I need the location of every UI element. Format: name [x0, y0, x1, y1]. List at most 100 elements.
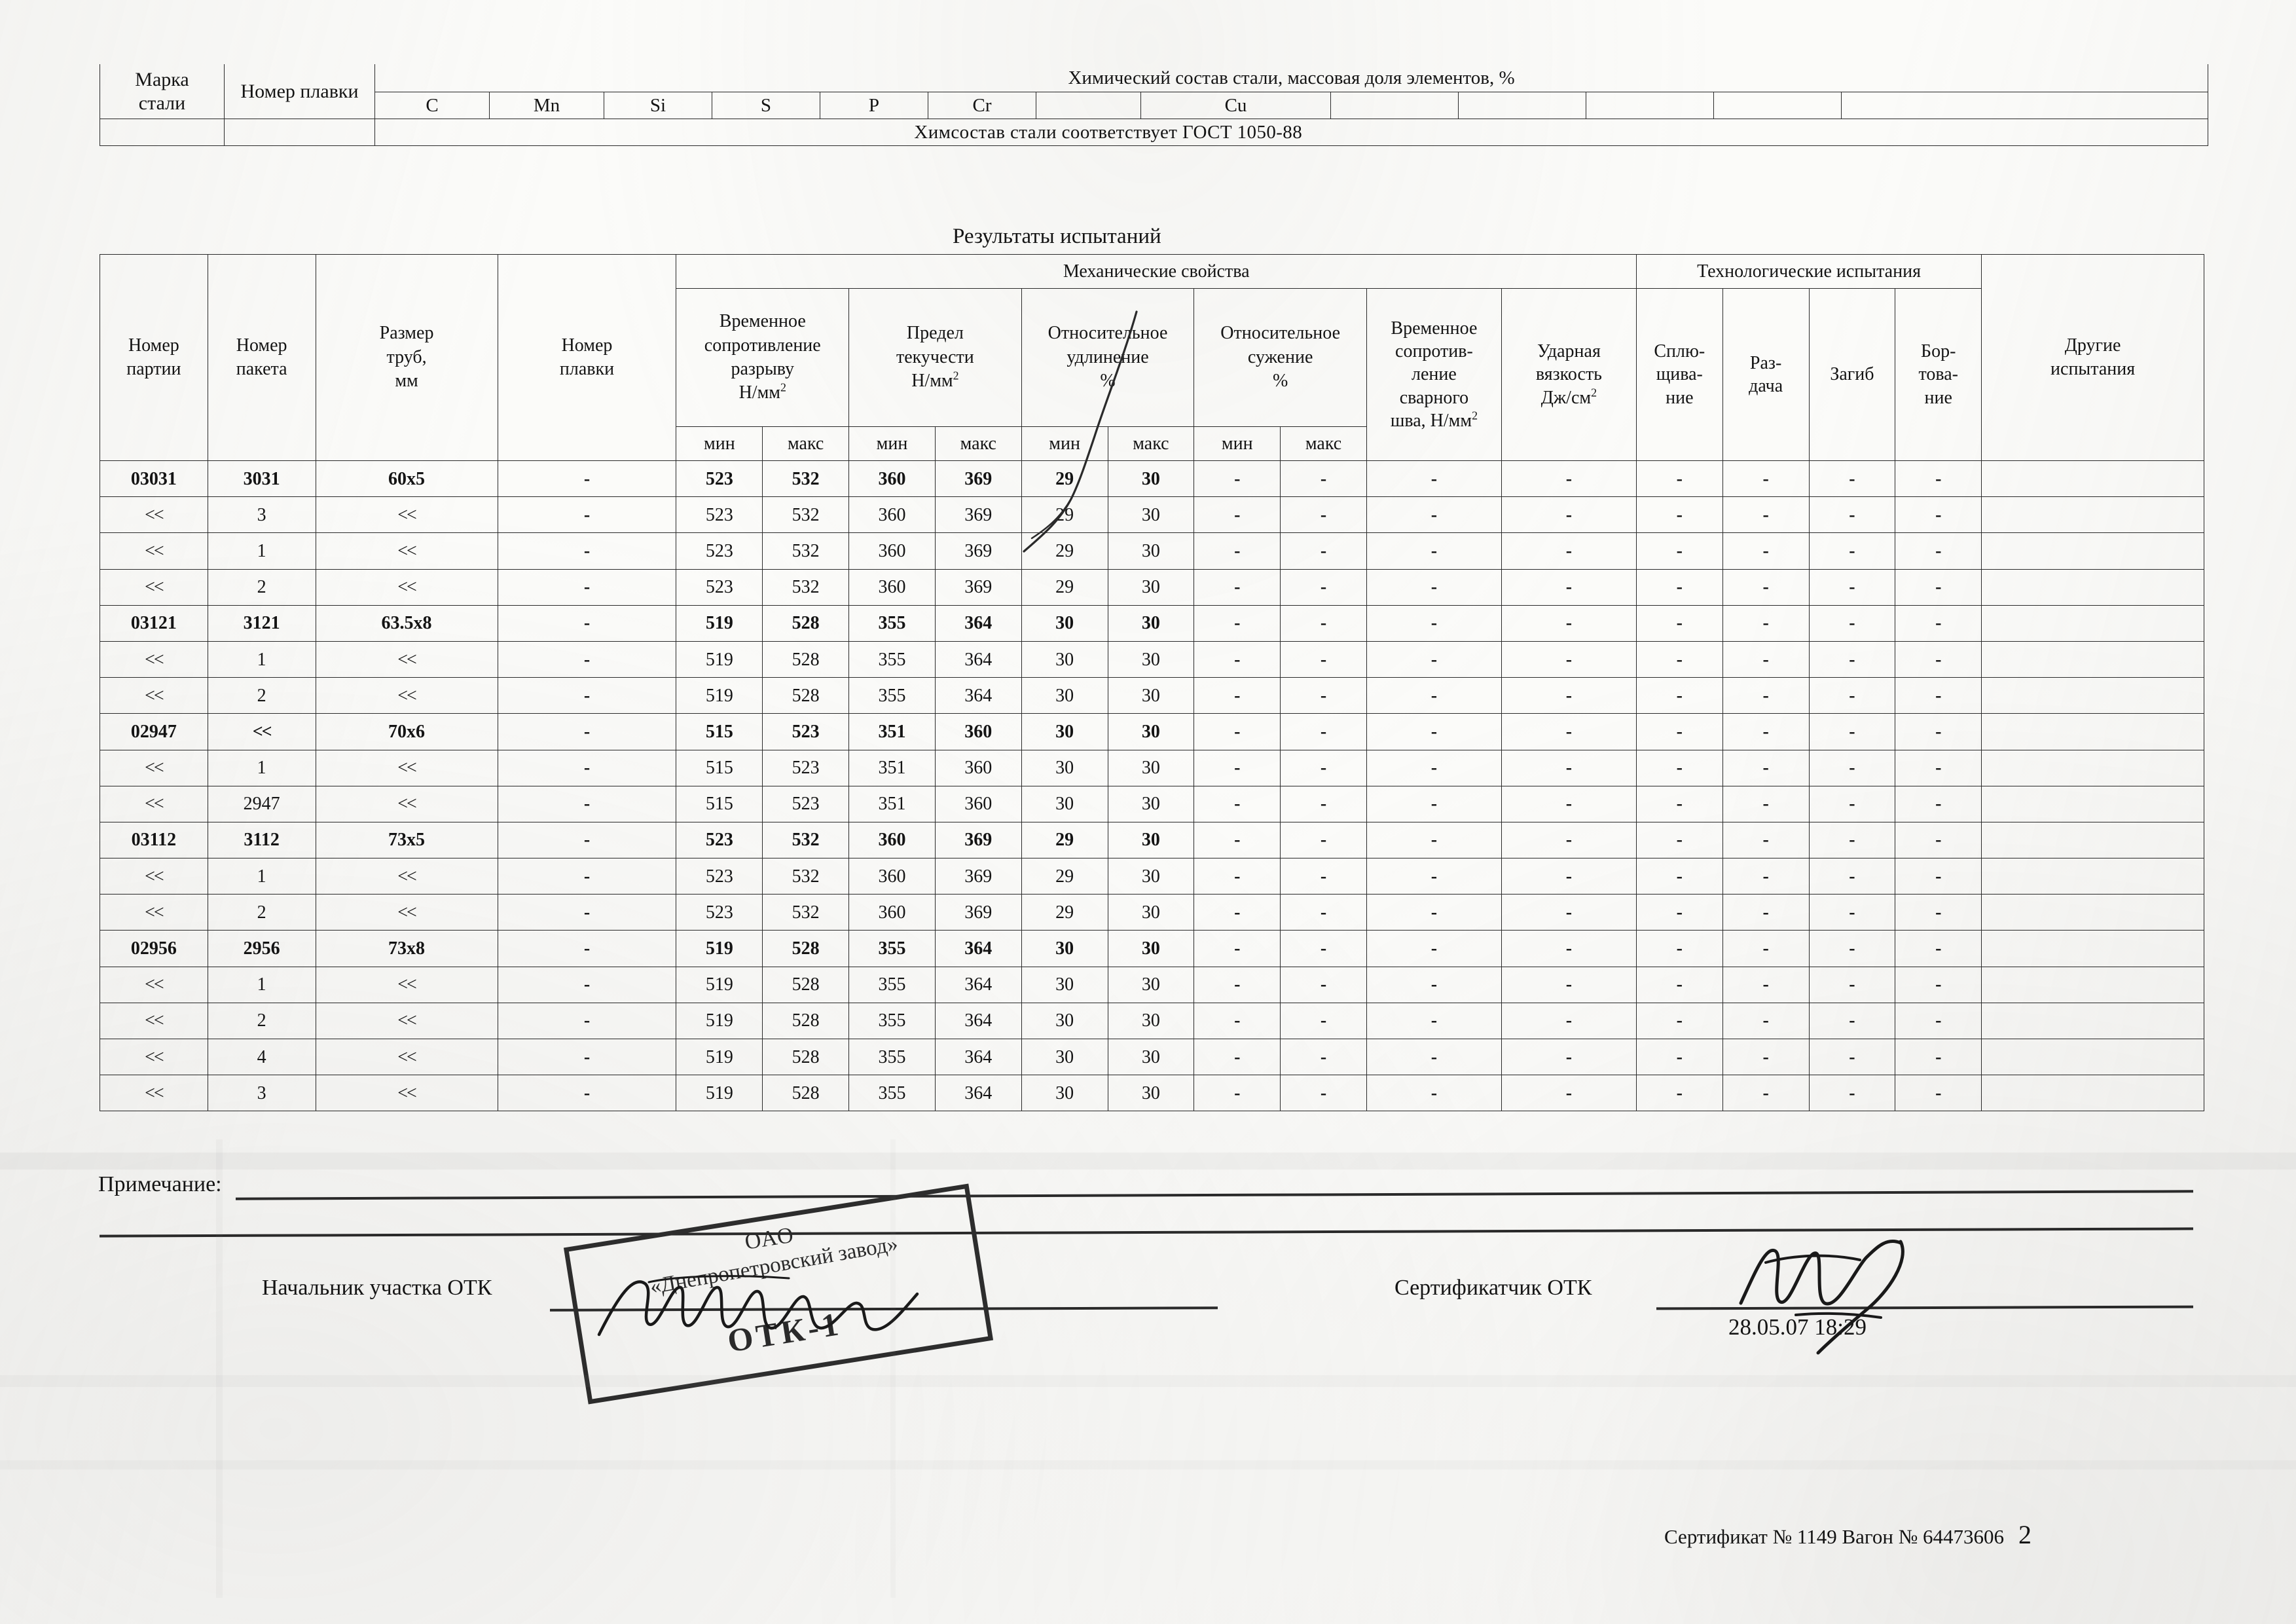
col-pipe-size: Размер труб, мм: [315, 254, 498, 461]
col-flattening-l1: Сплю-: [1654, 341, 1705, 362]
cell-elongation-max: 30: [1107, 677, 1195, 714]
cell-yield-max: 364: [934, 930, 1022, 967]
col-tensile-l1: Временное: [719, 311, 806, 332]
cell-package-number: 1: [207, 532, 316, 570]
cell-impact-toughness: -: [1501, 749, 1637, 786]
cell-flanging: -: [1895, 966, 1982, 1003]
cell-expansion: -: [1722, 858, 1810, 895]
cell-tensile-min: 519: [676, 640, 763, 678]
cell-weld-tensile: -: [1366, 749, 1502, 786]
table-row: << 1 << -523 532 360 369 29 30- - - - - - - -: [100, 858, 2204, 895]
cell-flattening: -: [1635, 640, 1723, 678]
cell-pipe-size: <<: [315, 858, 498, 895]
cell-pipe-size: <<: [315, 749, 498, 786]
cell-other-tests: [1981, 785, 2204, 822]
cell-party-number: <<: [100, 1002, 208, 1040]
cell-pipe-size: 73x5: [315, 821, 498, 859]
chem-el-cr: Cr: [928, 92, 1036, 119]
cell-impact-toughness: -: [1501, 460, 1637, 498]
cell-flanging: -: [1895, 532, 1982, 570]
chem-el-blank-3: [1458, 92, 1586, 119]
cell-pipe-size: <<: [315, 1002, 498, 1040]
cell-heat-number: -: [497, 749, 677, 786]
cell-flattening: -: [1635, 821, 1723, 859]
cell-weld-tensile: -: [1366, 677, 1502, 714]
cell-yield-max: 369: [934, 821, 1022, 859]
col-impact-l2: вязкость: [1535, 364, 1602, 385]
col-elongation-l1: Относительное: [1048, 323, 1168, 344]
cell-bending: -: [1808, 496, 1896, 534]
cell-yield-min: 360: [848, 821, 936, 859]
certificate-footer-text: Сертификат № 1149 Вагон № 64473606: [1664, 1525, 2005, 1548]
cell-pipe-size: <<: [315, 496, 498, 534]
chem-el-blank-5: [1713, 92, 1842, 119]
cell-reduction-min: -: [1194, 785, 1281, 822]
cell-pipe-size: 60x5: [315, 460, 498, 498]
cell-pipe-size: <<: [315, 966, 498, 1003]
cell-heat-number: -: [497, 1002, 677, 1040]
cell-expansion: -: [1722, 749, 1810, 786]
cell-impact-toughness: -: [1501, 785, 1637, 822]
cell-reduction-max: -: [1280, 532, 1367, 570]
cell-tensile-max: 532: [762, 532, 850, 570]
chem-el-c: C: [374, 92, 490, 119]
table-row: << 2 << -523 532 360 369 29 30- - - - - - - -: [100, 894, 2204, 931]
chem-value-steel-grade: [100, 119, 225, 146]
cell-tensile-min: 519: [676, 604, 763, 642]
cell-party-number: <<: [100, 532, 208, 570]
cell-tensile-min: 515: [676, 785, 763, 822]
col-impact-toughness: Ударная вязкость Дж/см2: [1501, 288, 1637, 461]
cell-yield-min: 355: [848, 604, 936, 642]
col-flanging: Бор- това- ние: [1895, 288, 1982, 461]
cell-reduction-max: -: [1280, 930, 1367, 967]
chem-col-steel-grade: Марка стали: [100, 64, 225, 119]
cell-other-tests: [1981, 713, 2204, 750]
certificate-footer: Сертификат № 1149 Вагон № 64473606 2: [1664, 1519, 2032, 1550]
cell-heat-number: -: [497, 460, 677, 498]
col-impact-sup: 2: [1591, 386, 1597, 399]
col-weld-l3: ление: [1412, 364, 1457, 385]
col-weld-tensile: Временное сопротив- ление сварного шва, …: [1366, 288, 1502, 461]
cell-expansion: -: [1722, 713, 1810, 750]
col-reduction-of-area: Относительное сужение %: [1194, 288, 1367, 427]
group-technological-tests: Технологические испытания: [1635, 254, 1982, 289]
cell-flattening: -: [1635, 749, 1723, 786]
cell-package-number: 2: [207, 677, 316, 714]
scan-streak-1: [0, 1153, 2296, 1170]
cell-elongation-min: 29: [1021, 568, 1108, 606]
cell-tensile-max: 532: [762, 858, 850, 895]
cell-impact-toughness: -: [1501, 1038, 1637, 1076]
col-heat-number-l2: плавки: [559, 359, 615, 379]
cell-reduction-min: -: [1194, 894, 1281, 931]
col-yield-l1: Предел: [906, 323, 964, 344]
cell-reduction-max: -: [1280, 640, 1367, 678]
cell-bending: -: [1808, 749, 1896, 786]
cell-tensile-min: 515: [676, 713, 763, 750]
cell-elongation-max: 30: [1107, 1002, 1195, 1040]
cell-pipe-size: <<: [315, 785, 498, 822]
table-row: 03031 3031 60x5-523 532 360 369 29 30- - - - - - - -: [100, 460, 2204, 498]
cell-reduction-max: -: [1280, 821, 1367, 859]
cell-party-number: 03121: [100, 604, 208, 642]
col-flanging-l1: Бор-: [1921, 341, 1956, 362]
cell-weld-tensile: -: [1366, 460, 1502, 498]
cell-other-tests: [1981, 568, 2204, 606]
cell-package-number: 1: [207, 966, 316, 1003]
col-yield-l2: текучести: [896, 346, 974, 367]
chem-col-heat-number: Номер плавки: [224, 64, 375, 119]
cell-other-tests: [1981, 749, 2204, 786]
cell-elongation-max: 30: [1107, 1038, 1195, 1076]
cell-flanging: -: [1895, 1038, 1982, 1076]
col-pipe-size-l2: труб,: [386, 346, 427, 367]
cell-party-number: <<: [100, 496, 208, 534]
cell-other-tests: [1981, 1038, 2204, 1076]
cell-elongation-max: 30: [1107, 496, 1195, 534]
cell-elongation-min: 30: [1021, 604, 1108, 642]
cell-expansion: -: [1722, 966, 1810, 1003]
cell-impact-toughness: -: [1501, 568, 1637, 606]
cell-yield-min: 360: [848, 460, 936, 498]
cell-pipe-size: <<: [315, 1038, 498, 1076]
cell-tensile-max: 532: [762, 821, 850, 859]
cell-yield-max: 364: [934, 604, 1022, 642]
cell-tensile-max: 532: [762, 894, 850, 931]
